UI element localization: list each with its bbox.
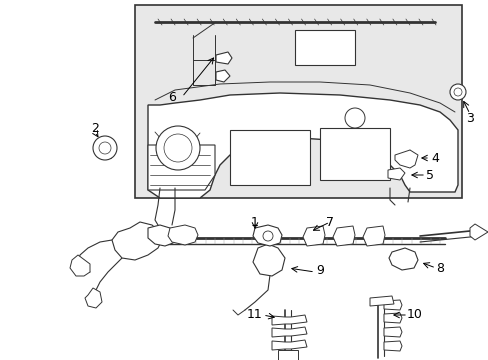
- Polygon shape: [362, 226, 384, 246]
- Circle shape: [99, 142, 111, 154]
- Polygon shape: [383, 300, 401, 310]
- Polygon shape: [387, 168, 404, 180]
- Polygon shape: [252, 225, 282, 246]
- Circle shape: [453, 88, 461, 96]
- Polygon shape: [271, 327, 306, 337]
- Text: 11: 11: [246, 309, 263, 321]
- Polygon shape: [369, 296, 393, 306]
- Text: 8: 8: [435, 261, 443, 274]
- Polygon shape: [278, 350, 297, 360]
- Polygon shape: [303, 226, 325, 246]
- Bar: [319, 128, 389, 180]
- Bar: [229, 130, 309, 185]
- Circle shape: [163, 134, 192, 162]
- Text: 10: 10: [406, 309, 422, 321]
- Polygon shape: [216, 70, 229, 82]
- Polygon shape: [85, 288, 102, 308]
- Circle shape: [345, 108, 364, 128]
- Polygon shape: [383, 313, 401, 323]
- Polygon shape: [394, 150, 417, 168]
- Circle shape: [93, 136, 117, 160]
- Polygon shape: [216, 52, 231, 64]
- Text: 4: 4: [430, 152, 438, 165]
- Polygon shape: [168, 225, 198, 245]
- Polygon shape: [252, 244, 285, 276]
- Text: 1: 1: [250, 216, 259, 229]
- Polygon shape: [148, 93, 457, 198]
- Text: 9: 9: [315, 264, 323, 276]
- Polygon shape: [148, 225, 175, 246]
- Polygon shape: [332, 226, 354, 246]
- Polygon shape: [271, 315, 306, 325]
- Text: 3: 3: [465, 112, 473, 125]
- Text: 7: 7: [325, 216, 333, 229]
- Polygon shape: [388, 248, 417, 270]
- Polygon shape: [383, 341, 401, 351]
- Bar: [294, 30, 354, 65]
- Circle shape: [156, 126, 200, 170]
- Text: 5: 5: [425, 168, 433, 181]
- Polygon shape: [70, 255, 90, 276]
- Polygon shape: [112, 222, 162, 260]
- Polygon shape: [271, 340, 306, 350]
- Polygon shape: [383, 327, 401, 337]
- Text: 6: 6: [168, 90, 176, 104]
- Bar: [135, 5, 461, 198]
- Polygon shape: [148, 145, 215, 190]
- Text: 2: 2: [91, 122, 99, 135]
- Circle shape: [263, 231, 272, 241]
- Polygon shape: [469, 224, 487, 240]
- Circle shape: [449, 84, 465, 100]
